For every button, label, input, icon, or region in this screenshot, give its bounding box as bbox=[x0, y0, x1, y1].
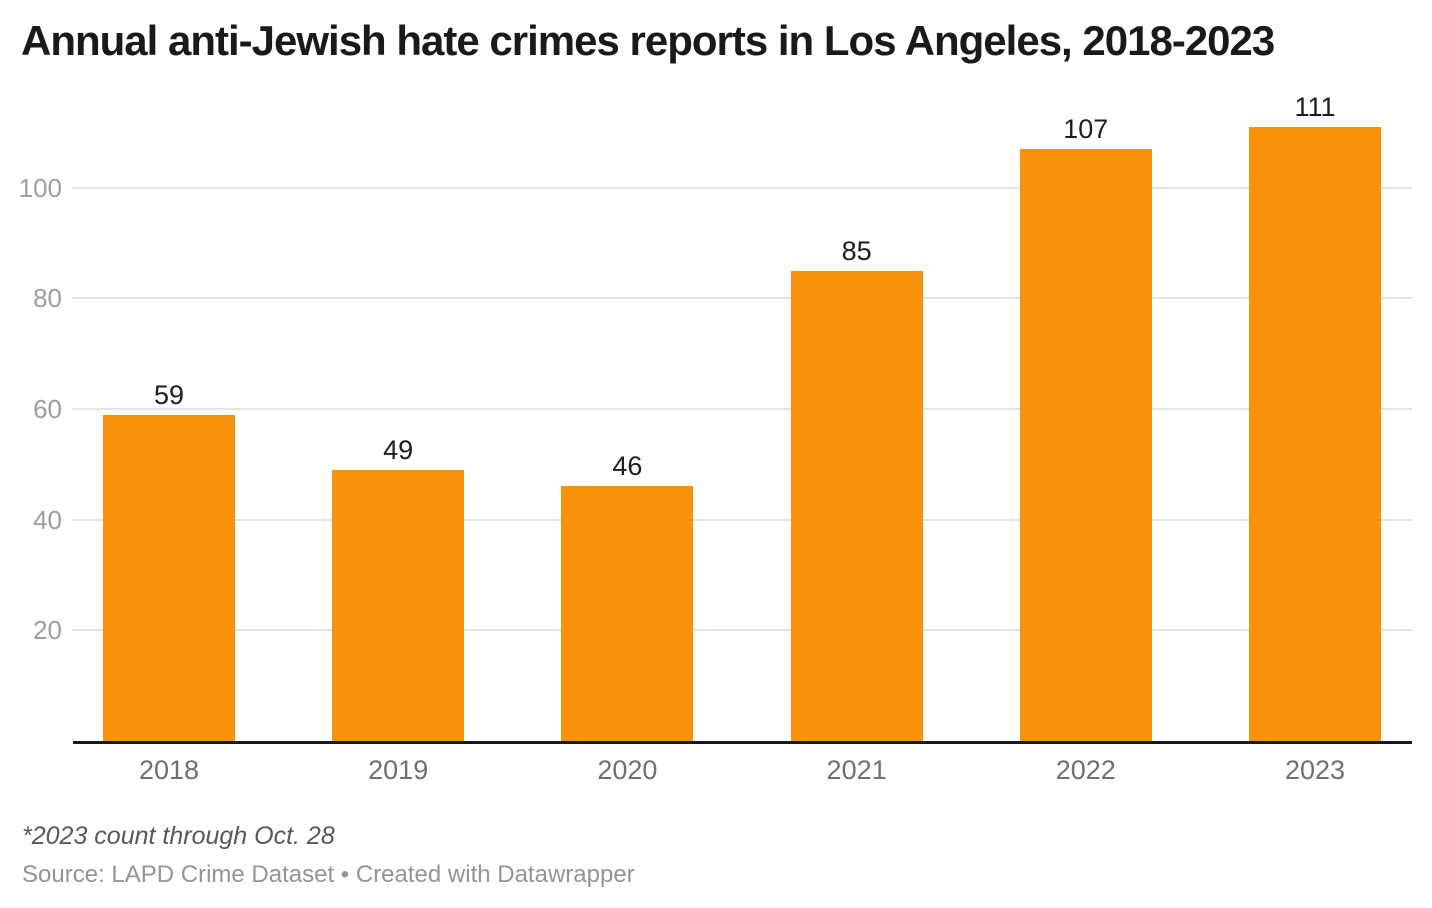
bar-group-2022: 107 bbox=[1019, 77, 1152, 741]
plot-area: 20 40 60 80 100 59 49 46 bbox=[0, 77, 1432, 741]
gridline bbox=[72, 629, 1412, 632]
bar-value-label: 49 bbox=[383, 434, 414, 465]
source-line: Source: LAPD Crime Dataset • Created wit… bbox=[22, 861, 635, 888]
y-axis-tick-label: 80 bbox=[33, 283, 62, 314]
x-axis-label-2018: 2018 bbox=[138, 755, 200, 785]
y-axis-tick-label: 100 bbox=[18, 172, 62, 203]
bar-value-label: 85 bbox=[841, 235, 872, 266]
gridline bbox=[72, 518, 1412, 521]
bar-group-2023: 111 bbox=[1249, 77, 1381, 741]
gridline bbox=[72, 297, 1412, 300]
bar-2018 bbox=[103, 414, 235, 741]
x-axis-label-2020: 2020 bbox=[597, 755, 658, 785]
x-axis-label-2021: 2021 bbox=[826, 755, 887, 785]
bar-value-label: 59 bbox=[153, 379, 185, 410]
bar-2021 bbox=[790, 270, 923, 741]
gridline bbox=[72, 186, 1412, 189]
bar-group-2018: 59 bbox=[103, 77, 235, 741]
bar-2023 bbox=[1249, 126, 1381, 741]
bar-value-label: 107 bbox=[1063, 113, 1109, 144]
bar-value-label: 46 bbox=[612, 451, 643, 482]
bar-group-2019: 49 bbox=[332, 77, 465, 741]
bar-group-2020: 46 bbox=[561, 77, 694, 741]
bar-2022 bbox=[1019, 148, 1152, 741]
x-axis-label-2019: 2019 bbox=[368, 755, 429, 785]
bar-value-label: 111 bbox=[1294, 91, 1336, 122]
x-axis-label-2023: 2023 bbox=[1284, 755, 1346, 785]
x-axis-label-2022: 2022 bbox=[1055, 755, 1116, 785]
bar-2020 bbox=[561, 486, 694, 741]
chart-title: Annual anti-Jewish hate crimes reports i… bbox=[21, 17, 1275, 64]
footnote: *2023 count through Oct. 28 bbox=[22, 822, 335, 850]
y-axis-tick-label: 40 bbox=[33, 504, 62, 535]
y-axis-tick-label: 20 bbox=[33, 615, 62, 646]
bar-2019 bbox=[332, 469, 465, 741]
y-axis-tick-label: 60 bbox=[33, 394, 62, 424]
x-axis-line bbox=[73, 741, 1412, 744]
bar-group-2021: 85 bbox=[790, 77, 923, 741]
gridline bbox=[72, 408, 1412, 410]
